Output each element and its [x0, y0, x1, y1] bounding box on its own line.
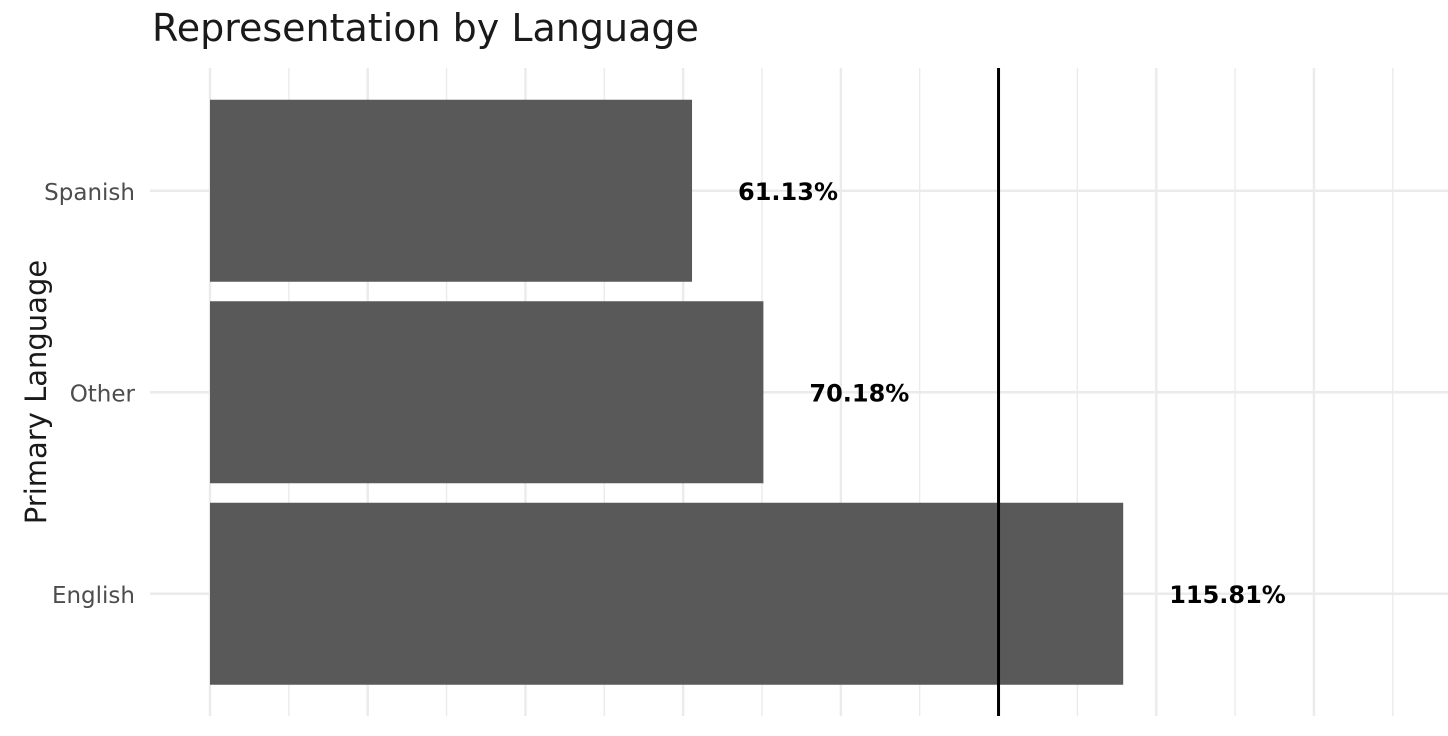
bar-english	[210, 502, 1124, 685]
data-label: 61.13%	[738, 178, 838, 206]
bar-other	[210, 301, 764, 484]
chart-title: Representation by Language	[152, 6, 699, 50]
y-axis-title: Primary Language	[19, 259, 53, 525]
y-tick-label: English	[52, 583, 135, 609]
y-tick-label: Spanish	[44, 180, 135, 206]
data-label: 70.18%	[809, 379, 909, 407]
data-label: 115.81%	[1169, 581, 1286, 609]
y-tick-label: Other	[70, 381, 136, 407]
bar-spanish	[210, 99, 693, 282]
